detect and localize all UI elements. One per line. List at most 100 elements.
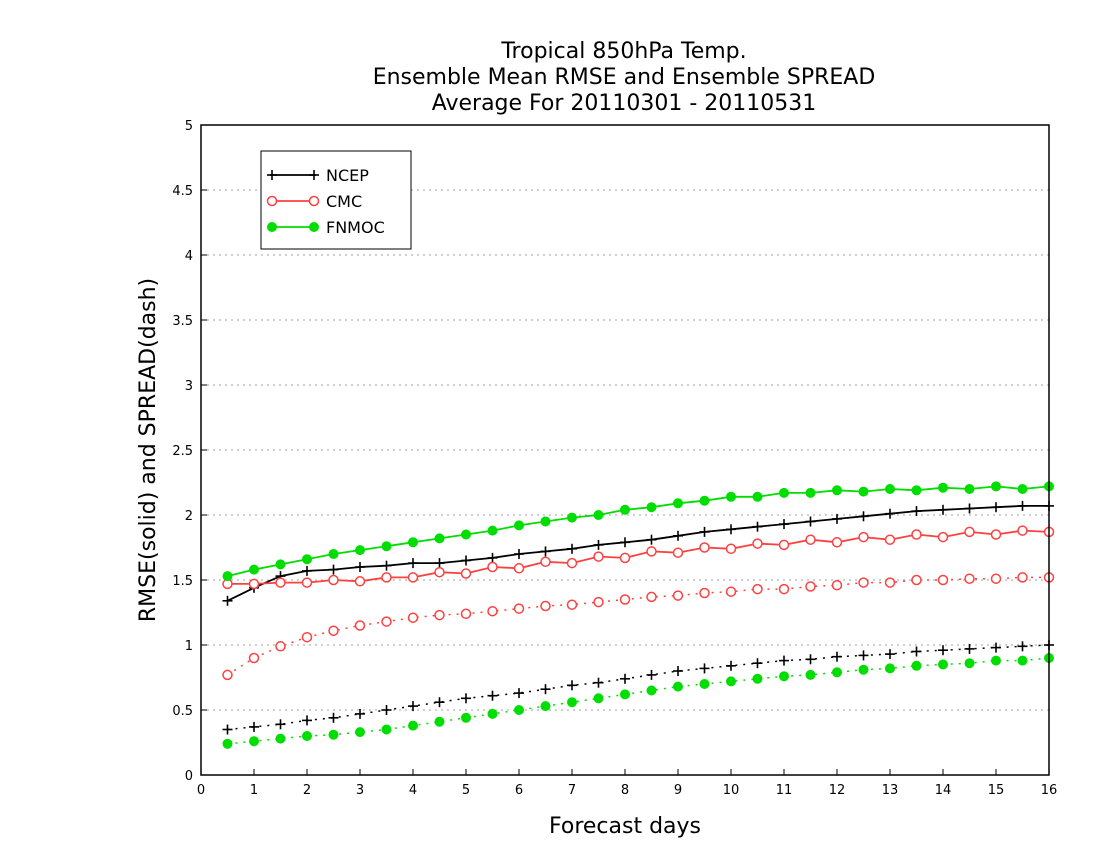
axis-ticks: 0 1 2 3 4 5 6 7 8 9 10 11 12 13 14 15 1600.511.522.533.5… (172, 119, 1057, 798)
cmc-spread-point (805, 581, 816, 592)
fnmoc-spread-point (328, 729, 339, 740)
legend-marker-fnmoc (267, 222, 277, 232)
ncep-rmse-point (408, 558, 418, 569)
fnmoc-rmse-point (673, 498, 683, 509)
y-tick-label: 1.5 (172, 574, 193, 589)
y-tick-label: 2.5 (172, 444, 193, 459)
fnmoc-rmse-point (408, 537, 418, 548)
ncep-rmse-point (567, 543, 577, 554)
ncep-rmse-point (355, 562, 365, 572)
cmc-spread-point (672, 590, 684, 601)
fnmoc-spread-line (227, 657, 1050, 745)
cmc-rmse-point (805, 534, 816, 545)
cmc-spread-point (619, 594, 631, 605)
y-tick-label: 1 (185, 639, 193, 654)
fnmoc-rmse-point (805, 487, 816, 498)
cmc-rmse-point (911, 529, 922, 540)
fnmoc-spread-point (858, 664, 869, 675)
ncep-rmse-point (911, 506, 922, 517)
cmc-spread-point (487, 605, 498, 617)
cmc-spread-point (884, 577, 896, 588)
cmc-spread-point (328, 625, 339, 636)
cmc-spread-point (964, 573, 975, 584)
ncep-rmse-point (302, 565, 312, 576)
fnmoc-spread-point (222, 738, 233, 749)
fnmoc-spread-point (646, 685, 657, 696)
ncep-spread-point (885, 649, 895, 660)
ncep-spread-point (964, 643, 975, 654)
ncep-rmse-point (964, 503, 975, 514)
cmc-spread-point (354, 620, 366, 631)
fnmoc-spread-point (381, 724, 392, 735)
fnmoc-rmse-point (567, 512, 577, 523)
ncep-spread-point (752, 658, 763, 669)
ncep-rmse-point (593, 539, 604, 550)
cmc-rmse-point (381, 572, 392, 583)
fnmoc-spread-point (779, 671, 789, 682)
ncep-rmse-point (328, 564, 339, 575)
fnmoc-rmse-point (885, 484, 895, 494)
fnmoc-rmse-point (434, 533, 445, 544)
cmc-spread-point (566, 599, 578, 610)
x-tick-label: 7 (568, 783, 576, 798)
ncep-spread-point (434, 697, 445, 708)
cmc-spread-point (407, 612, 419, 623)
x-tick-label: 5 (462, 783, 470, 798)
cmc-spread-point (911, 574, 922, 586)
cmc-rmse-point (328, 574, 339, 586)
ncep-rmse-point (805, 516, 816, 527)
x-tick-label: 1 (250, 783, 258, 798)
cmc-spread-point (460, 608, 472, 620)
legend-label-ncep: NCEP (326, 166, 369, 185)
cmc-spread-point (222, 669, 233, 681)
ncep-rmse-point (487, 552, 498, 563)
cmc-spread-point (434, 609, 445, 621)
fnmoc-spread-point (487, 708, 498, 719)
cmc-spread-point (752, 583, 763, 595)
cmc-spread-point (725, 586, 737, 597)
cmc-rmse-point (672, 547, 684, 558)
legend-label-fnmoc: FNMOC (326, 218, 385, 237)
ncep-rmse-point (620, 537, 630, 548)
x-tick-label: 14 (935, 783, 952, 798)
legend-marker-cmc (308, 195, 320, 207)
y-tick-label: 4.5 (172, 184, 193, 199)
ncep-spread-point (673, 666, 683, 676)
ncep-rmse-point (540, 546, 551, 557)
x-tick-label: 8 (621, 783, 629, 798)
x-tick-label: 6 (515, 783, 523, 798)
x-tick-label: 16 (1041, 783, 1058, 798)
fnmoc-spread-point (991, 655, 1001, 666)
ncep-spread-point (249, 721, 259, 732)
title-line-1: Tropical 850hPa Temp. (500, 39, 746, 64)
ncep-spread-point (593, 677, 604, 688)
fnmoc-rmse-point (832, 485, 842, 496)
x-tick-label: 3 (356, 783, 364, 798)
legend-box (260, 150, 412, 250)
series-layer (222, 481, 1055, 749)
ncep-spread-point (938, 645, 948, 656)
cmc-rmse-point (513, 563, 525, 574)
x-tick-label: 11 (776, 783, 793, 798)
ncep-spread-point (222, 724, 233, 735)
y-tick-label: 5 (185, 119, 193, 134)
fnmoc-rmse-line (227, 485, 1050, 577)
y-axis-label: RMSE(solid) and SPREAD(dash) (136, 278, 161, 622)
legend-label-cmc: CMC (326, 192, 362, 211)
cmc-spread-point (646, 591, 657, 603)
fnmoc-spread-point (752, 673, 763, 684)
cmc-rmse-point (275, 577, 286, 588)
fnmoc-spread-point (620, 689, 630, 700)
cmc-rmse-point (460, 568, 472, 579)
y-tick-label: 0 (185, 769, 193, 784)
ncep-spread-point (355, 708, 365, 719)
ncep-spread-point (1017, 641, 1028, 652)
fnmoc-rmse-point (991, 481, 1001, 492)
fnmoc-spread-point (355, 727, 365, 738)
x-axis-label: Forecast days (549, 814, 701, 839)
gridlines (201, 189, 1049, 711)
y-tick-label: 4 (185, 249, 193, 264)
cmc-spread-point (831, 579, 843, 591)
cmc-spread-line (227, 576, 1049, 676)
cmc-spread-point (778, 583, 790, 595)
